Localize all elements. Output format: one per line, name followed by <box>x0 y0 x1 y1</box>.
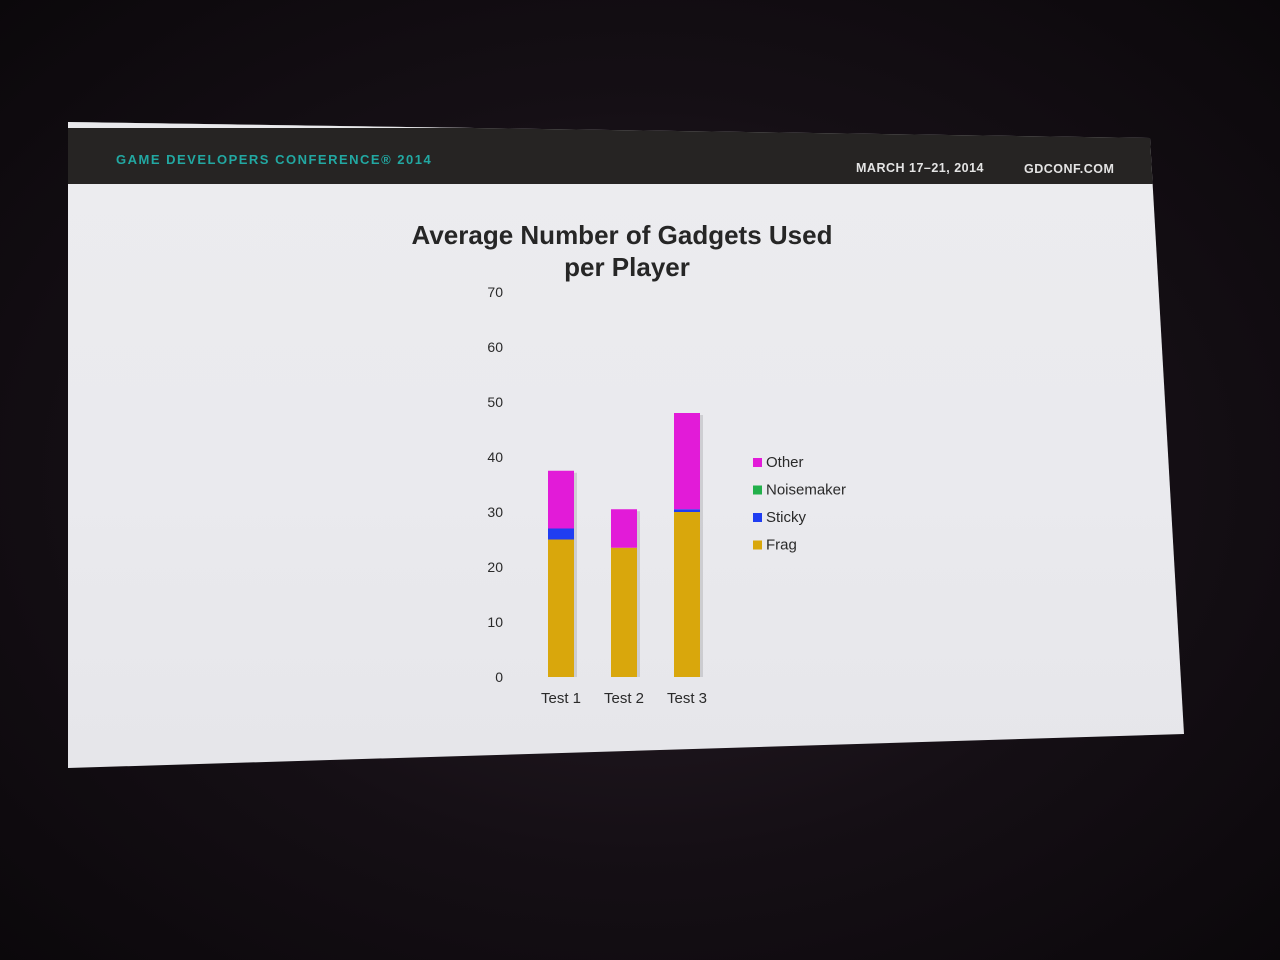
x-tick-label: Test 2 <box>604 690 644 707</box>
bar-segment-other <box>548 470 574 529</box>
x-tick-label: Test 1 <box>541 690 581 707</box>
y-tick-label: 20 <box>487 559 503 575</box>
y-tick-label: 50 <box>487 394 503 410</box>
conference-website: GDCONF.COM <box>1024 162 1115 176</box>
legend-swatch-sticky <box>753 513 762 522</box>
legend-swatch-frag <box>753 540 762 550</box>
legend-label-sticky: Sticky <box>766 509 807 526</box>
y-tick-label: 0 <box>495 669 503 685</box>
chart-title-line-1: Average Number of Gadgets Used <box>412 220 833 250</box>
y-tick-label: 40 <box>487 449 503 465</box>
projection-screen: GAME DEVELOPERS CONFERENCE® 2014 MARCH 1… <box>68 122 1184 768</box>
bar-shadow <box>700 415 703 677</box>
legend-swatch-other <box>753 458 762 467</box>
bars <box>548 413 703 677</box>
bar-segment-sticky <box>548 528 574 540</box>
y-tick-label: 10 <box>487 614 503 630</box>
y-tick-label: 70 <box>487 284 503 300</box>
conference-name: GAME DEVELOPERS CONFERENCE® 2014 <box>116 152 433 167</box>
bar-shadow <box>637 511 640 677</box>
y-tick-label: 60 <box>487 339 503 355</box>
x-tick-label: Test 3 <box>667 690 707 707</box>
legend-swatch-noisemaker <box>753 485 762 495</box>
legend-label-noisemaker: Noisemaker <box>766 482 846 499</box>
chart-title: Average Number of Gadgets Used per Playe… <box>412 220 833 282</box>
bar-segment-frag <box>611 547 637 677</box>
y-axis: 0 10 20 30 40 50 60 70 <box>487 284 503 685</box>
legend-label-other: Other <box>766 454 804 471</box>
bar-segment-other <box>611 509 637 548</box>
y-tick-label: 30 <box>487 504 503 520</box>
chart-title-line-2: per Player <box>564 252 690 282</box>
x-axis: Test 1 Test 2 Test 3 <box>541 690 707 707</box>
bar-shadow <box>574 472 577 677</box>
legend-label-frag: Frag <box>766 537 797 554</box>
bar-segment-frag <box>674 512 700 677</box>
conference-dates: MARCH 17–21, 2014 <box>856 161 985 175</box>
legend: Other Noisemaker Sticky Frag <box>753 454 846 554</box>
bar-segment-frag <box>548 539 574 677</box>
bar-segment-other <box>674 413 700 510</box>
bar-segment-sticky <box>674 509 700 512</box>
